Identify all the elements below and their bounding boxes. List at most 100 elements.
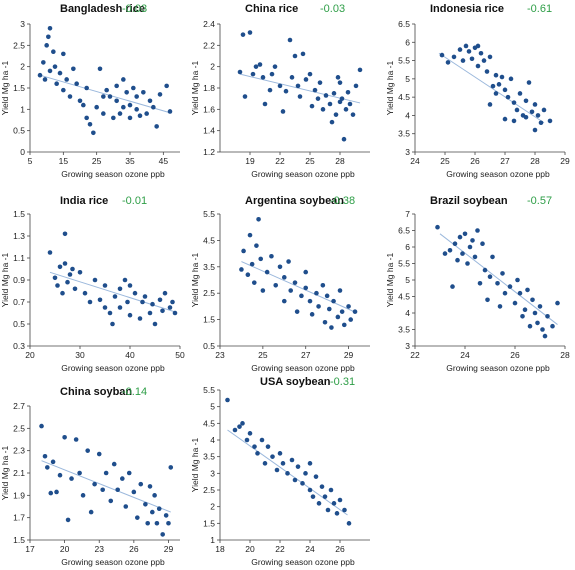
y-axis-label: Yield Mg ha -1 — [190, 60, 200, 115]
data-point — [295, 464, 301, 469]
data-point — [97, 297, 103, 303]
y-tick-label: 4 — [405, 308, 410, 318]
data-point — [469, 56, 475, 62]
x-axis-label: Growing season ozone ppb — [251, 557, 355, 567]
data-point — [348, 317, 354, 322]
data-point — [508, 76, 514, 82]
data-point — [57, 70, 63, 76]
data-point — [480, 241, 485, 246]
data-point — [274, 467, 280, 473]
data-point — [487, 274, 493, 280]
data-point — [126, 470, 132, 476]
data-point — [463, 43, 469, 49]
data-point — [42, 77, 48, 82]
y-tick-label: 1 — [210, 535, 215, 545]
data-point — [303, 77, 309, 82]
data-point — [281, 275, 287, 280]
data-point — [65, 517, 71, 523]
data-point — [478, 50, 484, 56]
data-point — [125, 299, 130, 305]
data-point — [333, 112, 339, 117]
x-tick-label: 24 — [305, 544, 315, 554]
y-tick-label: 1.5 — [13, 83, 25, 93]
y-axis-label: Yield Mg ha -1 — [190, 252, 200, 307]
data-point — [256, 216, 261, 222]
data-point — [460, 251, 465, 256]
data-point — [537, 304, 543, 309]
data-point — [341, 136, 347, 142]
data-point — [520, 314, 525, 319]
data-point — [114, 83, 119, 89]
x-tick-label: 15 — [59, 156, 69, 166]
data-point — [124, 89, 129, 95]
data-point — [445, 60, 451, 65]
x-tick-label: 26 — [510, 350, 520, 360]
x-tick-label: 26 — [470, 156, 480, 166]
y-tick-label: 3.5 — [203, 262, 215, 272]
data-point — [529, 109, 535, 115]
data-point — [232, 427, 238, 433]
data-point — [88, 509, 94, 515]
data-point — [131, 85, 136, 91]
data-point — [61, 51, 66, 57]
y-tick-label: 5.5 — [203, 385, 215, 395]
data-point — [499, 74, 505, 80]
data-point — [157, 297, 163, 303]
data-point — [350, 112, 356, 117]
x-axis-label: Growing season ozone ppb — [446, 169, 550, 179]
data-point — [335, 75, 341, 80]
data-point — [339, 96, 345, 101]
data-point — [334, 511, 340, 516]
data-point — [100, 487, 105, 493]
data-point — [62, 434, 67, 440]
y-tick-label: 2.2 — [203, 40, 215, 50]
x-tick-label: 40 — [125, 350, 135, 360]
data-point — [147, 484, 153, 489]
data-point — [62, 231, 68, 237]
data-point — [67, 94, 73, 99]
data-point — [277, 83, 283, 89]
data-point — [313, 474, 319, 479]
y-tick-label: 1.5 — [203, 315, 215, 325]
data-point — [61, 87, 66, 93]
data-point — [57, 472, 63, 478]
data-point — [134, 107, 139, 112]
data-point — [542, 333, 548, 339]
y-tick-label: 2.5 — [13, 40, 25, 50]
data-point — [154, 520, 160, 526]
data-point — [535, 320, 540, 326]
data-point — [337, 497, 343, 503]
data-point — [101, 111, 106, 116]
data-point — [239, 267, 244, 272]
y-tick-label: 2.7 — [13, 401, 25, 411]
correlation-value: -0.38 — [330, 195, 355, 207]
data-point — [353, 83, 359, 89]
data-point — [55, 283, 60, 288]
data-point — [352, 309, 358, 314]
panel-title: China rice — [245, 3, 298, 15]
x-tick-label: 29 — [344, 350, 354, 360]
data-point — [108, 498, 114, 504]
data-point — [316, 304, 321, 309]
scatter-panel: India rice -0.01 20 30 40 50 0.3 0.5 0.7 0.9 1.1 1.… — [0, 195, 185, 373]
panel-title: Bangladesh rice — [60, 3, 145, 15]
data-point — [457, 234, 463, 240]
data-point — [288, 288, 294, 293]
data-point — [166, 520, 171, 526]
data-point — [44, 43, 49, 48]
data-point — [162, 290, 168, 296]
trend-line — [49, 271, 176, 313]
data-point — [481, 58, 487, 63]
data-point — [307, 461, 313, 466]
y-tick-label: 2 — [210, 502, 215, 512]
data-point — [122, 277, 128, 283]
data-point — [102, 305, 108, 310]
data-point — [331, 91, 337, 96]
data-point — [92, 277, 98, 283]
data-point — [132, 290, 138, 296]
y-tick-label: 1.3 — [13, 231, 25, 241]
data-point — [493, 72, 499, 78]
data-point — [92, 481, 97, 487]
data-point — [267, 87, 273, 93]
trend-line — [439, 233, 558, 325]
